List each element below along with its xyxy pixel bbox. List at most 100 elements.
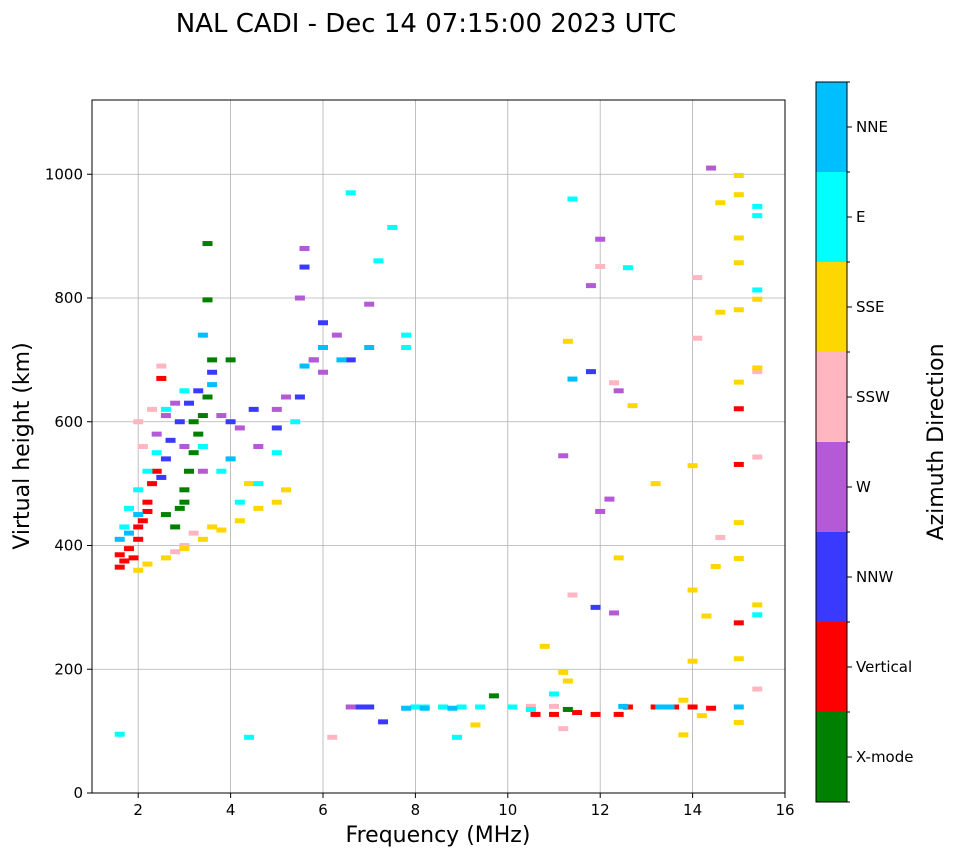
data-point xyxy=(147,481,158,487)
data-point xyxy=(179,546,190,552)
data-point xyxy=(128,555,139,561)
data-point xyxy=(271,450,282,456)
data-point xyxy=(752,365,763,371)
data-point xyxy=(188,530,199,536)
data-point xyxy=(373,258,384,264)
y-tick-label: 200 xyxy=(54,660,83,678)
data-point xyxy=(197,536,208,542)
data-point xyxy=(281,394,292,400)
data-point xyxy=(151,431,162,437)
data-point xyxy=(752,203,763,209)
data-point xyxy=(687,463,698,469)
data-point xyxy=(160,406,171,412)
data-point xyxy=(318,345,328,350)
plot-background xyxy=(92,100,785,793)
data-point xyxy=(156,474,167,480)
data-point xyxy=(595,263,606,269)
data-point xyxy=(308,357,319,363)
data-point xyxy=(331,332,342,338)
data-point xyxy=(715,200,726,206)
data-point xyxy=(160,555,171,561)
data-point xyxy=(664,704,675,710)
data-point xyxy=(156,375,167,381)
data-point xyxy=(216,468,227,474)
data-point xyxy=(123,505,134,511)
data-point xyxy=(253,444,264,449)
x-tick-label: 2 xyxy=(133,801,143,819)
data-point xyxy=(197,332,208,338)
data-point xyxy=(752,454,763,460)
data-point xyxy=(234,518,245,524)
data-point xyxy=(253,481,264,487)
data-point xyxy=(160,413,171,419)
data-point xyxy=(558,726,569,732)
data-point xyxy=(562,338,573,344)
colorbar-segment xyxy=(816,352,847,442)
data-point xyxy=(253,505,264,511)
data-point xyxy=(184,468,195,474)
data-point xyxy=(170,549,181,555)
data-point xyxy=(160,512,171,518)
x-tick-label: 4 xyxy=(226,801,236,819)
data-point xyxy=(604,496,615,502)
data-point xyxy=(114,564,125,570)
data-point xyxy=(733,656,744,662)
data-point xyxy=(123,546,134,552)
data-point xyxy=(706,705,717,711)
data-point xyxy=(137,444,148,449)
data-point xyxy=(733,620,744,626)
data-point xyxy=(114,731,125,737)
colorbar-tick-label: NNW xyxy=(856,568,893,586)
data-point xyxy=(133,567,144,573)
data-point xyxy=(733,235,744,241)
data-point xyxy=(447,705,458,711)
colorbar-segment xyxy=(816,172,847,262)
data-point xyxy=(733,192,744,198)
data-point xyxy=(184,400,195,406)
data-point xyxy=(207,357,218,363)
data-point xyxy=(271,425,282,431)
data-point xyxy=(590,604,601,610)
data-point xyxy=(137,518,148,524)
plot-area xyxy=(92,100,785,793)
data-point xyxy=(752,369,763,375)
data-point xyxy=(627,403,638,409)
data-point xyxy=(613,555,624,561)
data-point xyxy=(133,536,144,542)
data-point xyxy=(197,468,208,474)
data-point xyxy=(294,394,305,400)
data-point xyxy=(345,190,356,196)
data-point xyxy=(244,734,255,740)
data-point xyxy=(114,536,125,542)
data-point xyxy=(234,425,245,431)
data-point xyxy=(585,283,596,289)
colorbar-segment xyxy=(816,532,847,622)
data-point xyxy=(678,732,689,738)
data-point xyxy=(151,450,162,456)
data-point xyxy=(174,505,185,511)
colorbar-segment xyxy=(816,712,847,802)
data-point xyxy=(572,710,583,716)
data-point xyxy=(595,236,606,242)
data-point xyxy=(451,734,462,740)
data-point xyxy=(133,487,144,493)
data-point xyxy=(733,307,744,313)
y-tick-label: 600 xyxy=(54,413,83,431)
series-ssw xyxy=(133,263,763,740)
data-point xyxy=(567,196,578,202)
colorbar-tick-label: X-mode xyxy=(856,748,913,766)
data-point xyxy=(687,658,698,664)
data-point xyxy=(678,697,689,703)
data-point xyxy=(752,213,763,219)
data-point xyxy=(133,524,144,530)
data-point xyxy=(622,265,633,271)
data-point xyxy=(225,456,236,462)
data-point xyxy=(507,704,518,710)
x-tick-label: 14 xyxy=(683,801,702,819)
data-point xyxy=(696,713,707,719)
data-point xyxy=(299,246,310,251)
data-point xyxy=(248,406,259,412)
data-point xyxy=(364,301,375,307)
data-point xyxy=(123,530,134,536)
data-point xyxy=(133,512,144,518)
